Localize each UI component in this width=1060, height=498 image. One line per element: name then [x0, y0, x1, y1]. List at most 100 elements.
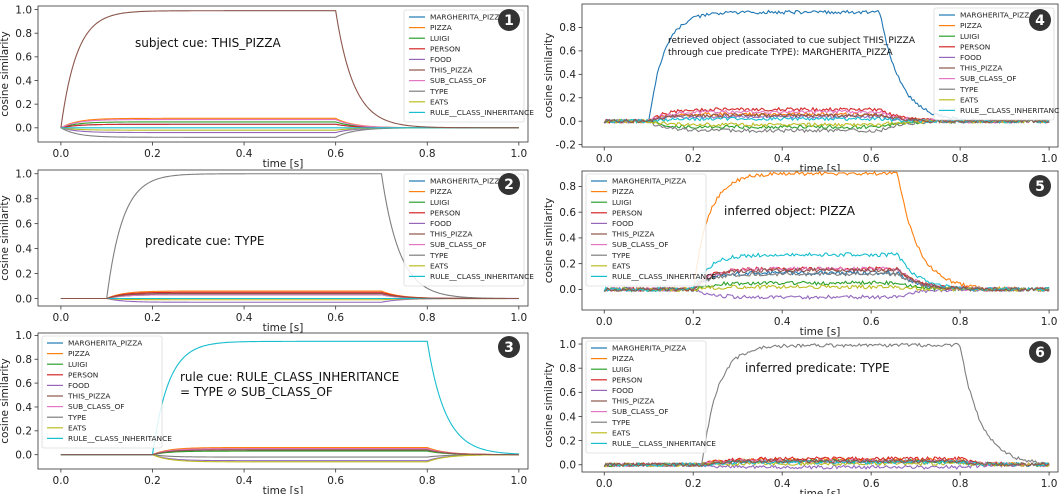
legend-entry: PERSON — [430, 208, 460, 217]
x-tick-label: 0.4 — [774, 316, 791, 328]
series-line-this-pizza — [60, 449, 519, 456]
legend-entry: EATS — [612, 428, 631, 437]
y-tick-label: 0.2 — [15, 99, 32, 111]
legend-entry: EATS — [612, 261, 631, 270]
y-tick-label: 0.8 — [559, 363, 576, 375]
legend-entry: MARGHERITA_PIZZA — [430, 177, 504, 186]
panel-number: 6 — [1035, 345, 1045, 361]
chart-panel-2: 0.0 0.2 0.4 0.6 0.8 1.0 0.0 0.2 0.4 0.6 0.8 1.0 time… — [0, 169, 534, 334]
annotation-text: inferred predicate: TYPE — [745, 361, 890, 375]
x-tick-label: 0.8 — [419, 475, 436, 487]
x-tick-label: 0.4 — [774, 478, 791, 490]
x-tick-label: 0.0 — [53, 312, 70, 324]
panel-badge — [498, 336, 520, 358]
y-tick-label: 0.2 — [15, 426, 32, 438]
series-line-this-pizza — [60, 10, 519, 129]
x-tick-label: 0.8 — [419, 148, 436, 160]
legend-entry: MARGHERITA_PIZZA — [960, 11, 1034, 20]
legend-entry: PERSON — [430, 44, 460, 53]
x-tick-label: 0.2 — [685, 316, 702, 328]
panel-badge — [498, 173, 520, 195]
x-tick-label: 1.0 — [1041, 316, 1058, 328]
x-tick-label: 0.2 — [685, 478, 702, 490]
series-line-type — [603, 342, 1050, 468]
series-line-this-pizza — [603, 112, 1050, 124]
x-tick-label: 1.0 — [1041, 478, 1058, 490]
panel-number: 4 — [1035, 13, 1045, 29]
legend-box — [403, 173, 525, 287]
x-tick-label: 0.0 — [596, 153, 613, 165]
x-tick-label: 1.0 — [510, 312, 527, 324]
y-tick-label: 0.8 — [559, 22, 576, 34]
series-lines — [60, 173, 519, 303]
series-lines — [60, 10, 519, 138]
y-tick-label: -0.2 — [556, 139, 577, 151]
x-tick-label: 0.0 — [596, 478, 613, 490]
legend-entry: PIZZA — [612, 354, 634, 363]
y-tick-label: 1.0 — [559, 339, 576, 351]
legend-entry: MARGHERITA_PIZZA — [430, 13, 504, 22]
y-tick-label: 0.2 — [559, 258, 576, 270]
x-tick-label: 0.4 — [236, 475, 253, 487]
legend-entry: TYPE — [67, 413, 86, 422]
legend-entry: SUB_CLASS_OF — [68, 402, 125, 411]
legend-box — [585, 340, 707, 454]
y-axis-label: cosine similarity — [0, 31, 11, 117]
legend-entry: RULE__CLASS_INHERITANCE — [430, 108, 534, 117]
y-tick-label: 0.0 — [15, 449, 32, 461]
y-tick-label: 0.0 — [559, 116, 576, 128]
annotation-text: = TYPE ⊘ SUB_CLASS_OF — [180, 385, 333, 399]
x-tick-label: 0.8 — [952, 478, 969, 490]
legend-entry: MARGHERITA_PIZZA — [68, 339, 142, 348]
legend-entry: FOOD — [430, 219, 452, 228]
legend-box — [403, 9, 525, 123]
x-tick-label: 0.6 — [863, 153, 880, 165]
chart-panel-4: 0.0 0.2 0.4 0.6 0.8 1.0-0.20.00.20.40.60.8tim… — [543, 3, 1060, 175]
legend-entry: LUIGI — [612, 365, 631, 374]
y-tick-label: 0.6 — [15, 218, 32, 230]
x-tick-label: 0.4 — [236, 312, 253, 324]
legend-entry: TYPE — [429, 251, 448, 260]
x-tick-label: 0.8 — [952, 316, 969, 328]
series-line-this-pizza — [60, 292, 519, 300]
legend-box — [933, 7, 1055, 121]
legend-box — [585, 173, 707, 287]
y-tick-label: 0.8 — [15, 193, 32, 205]
y-tick-label: 0.0 — [15, 293, 32, 305]
x-axis-label: time [s] — [263, 158, 304, 170]
legend-entry: LUIGI — [960, 32, 979, 41]
panel-number: 2 — [504, 177, 514, 193]
series-line-type — [603, 271, 1050, 293]
annotation-text: inferred object: PIZZA — [724, 204, 856, 218]
legend-entry: SUB_CLASS_OF — [612, 240, 669, 249]
x-tick-label: 0.0 — [596, 316, 613, 328]
legend-entry: TYPE — [611, 418, 630, 427]
legend-entry: FOOD — [612, 386, 634, 395]
annotation-text: retrieved object (associated to cue subj… — [668, 36, 916, 46]
panel-number: 1 — [504, 13, 514, 29]
panel-badge — [1029, 175, 1051, 197]
y-axis-label: cosine similarity — [543, 198, 555, 284]
x-tick-label: 0.2 — [144, 312, 161, 324]
y-tick-label: 0.4 — [559, 411, 576, 423]
x-tick-label: 0.4 — [774, 153, 791, 165]
legend-entry: RULE__CLASS_INHERITANCE — [612, 439, 716, 448]
legend-entry: LUIGI — [430, 198, 449, 207]
legend-entry: THIS_PIZZA — [429, 66, 472, 75]
legend-entry: MARGHERITA_PIZZA — [612, 177, 686, 186]
y-axis-label: cosine similarity — [0, 358, 11, 444]
x-tick-label: 0.2 — [685, 153, 702, 165]
y-tick-label: 0.0 — [559, 460, 576, 472]
legend-entry: FOOD — [68, 381, 90, 390]
y-tick-label: 0.8 — [15, 28, 32, 40]
y-tick-label: 1.0 — [15, 330, 32, 342]
series-line-type — [60, 173, 519, 300]
chart-panel-1: 0.0 0.2 0.4 0.6 0.8 1.0 0.0 0.2 0.4 0.6 0.8 1.0 time… — [0, 4, 534, 170]
x-tick-label: 0.0 — [53, 148, 70, 160]
legend-entry: RULE__CLASS_INHERITANCE — [68, 434, 172, 443]
x-axis-label: time [s] — [800, 488, 841, 494]
